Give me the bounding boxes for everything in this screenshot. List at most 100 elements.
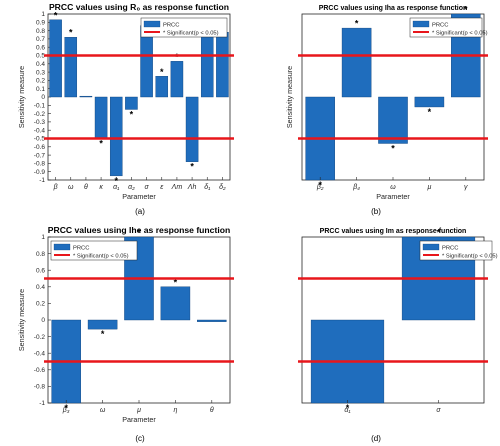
y-tick-label: -1 [39, 177, 45, 184]
significance-star: * [137, 228, 141, 238]
bar-3 [79, 95, 93, 98]
significance-star: * [64, 403, 68, 413]
y-tick-label: 0.7 [36, 36, 45, 43]
y-tick-label: 0.8 [36, 28, 45, 35]
legend-swatch-bar [143, 20, 161, 28]
x-tick-label: β [53, 184, 58, 191]
x-tick-label: α₂ [128, 184, 135, 191]
x-axis-label: Parameter [122, 192, 156, 201]
y-tick-label: -0.7 [34, 152, 46, 159]
bar-5 [197, 319, 227, 322]
y-tick-label: 0 [41, 94, 45, 101]
significance-star: * [428, 107, 432, 117]
significance-star: * [464, 5, 468, 15]
x-tick-label: β₂ [316, 184, 324, 191]
legend-swatch-bar [422, 243, 440, 251]
panel-label: (d) [371, 434, 381, 443]
legend-box [140, 17, 228, 38]
significance-star: * [101, 329, 105, 339]
x-tick-label: θ [210, 407, 214, 414]
significance-star: * [130, 109, 134, 119]
x-tick-label: σ [144, 184, 149, 191]
y-tick-label: 0.1 [36, 86, 45, 93]
y-tick-label: -0.1 [34, 103, 46, 110]
y-tick-label: -0.9 [34, 169, 46, 176]
y-axis-label: Sensitivity measure [285, 66, 294, 128]
y-tick-label: -0.4 [34, 127, 46, 134]
panel-label: (b) [371, 207, 381, 216]
significance-star: * [69, 28, 73, 38]
y-axis-label: Sensitivity measure [17, 289, 26, 351]
x-tick-label: η [173, 407, 177, 414]
y-tick-label: 0.4 [36, 61, 45, 68]
significance-star: * [160, 67, 164, 77]
y-axis-label: Sensitivity measure [17, 66, 26, 128]
x-tick-label: β₃ [62, 407, 70, 414]
significance-star: * [355, 19, 359, 29]
y-tick-label: -0.8 [34, 384, 46, 391]
y-tick-label: -0.6 [34, 367, 46, 374]
chart-title: PRCC values using R₀ as response functio… [49, 2, 229, 12]
chart-title: PRCC values using Ihe as response functi… [48, 225, 230, 235]
significance-star: * [391, 143, 395, 153]
x-tick-label: α₁ [113, 184, 120, 191]
bar-12 [216, 32, 229, 98]
significance-star: * [99, 139, 103, 149]
x-tick-label: ω [100, 407, 106, 414]
legend-label-prcc: PRCC [163, 23, 179, 29]
panel-label: (c) [135, 434, 145, 443]
legend-label-prcc: PRCC [442, 246, 458, 252]
x-tick-label: β₄ [352, 184, 360, 191]
legend-swatch-bar [412, 20, 430, 28]
significance-star: * [175, 52, 179, 62]
x-tick-label: Λh [187, 184, 197, 191]
x-tick-label: α₁ [344, 407, 351, 414]
significance-star: * [346, 403, 350, 413]
y-tick-label: 0.2 [36, 78, 45, 85]
bar-2 [64, 37, 78, 98]
significance-star: * [54, 10, 58, 20]
x-tick-label: Λm [171, 184, 183, 191]
y-tick-label: 0.6 [36, 44, 45, 51]
y-tick-label: 1 [41, 234, 45, 241]
bar-1 [49, 19, 62, 98]
legend-box [50, 240, 138, 261]
x-axis-label: Parameter [376, 192, 410, 201]
significance-star: * [437, 228, 441, 238]
bar-4 [160, 286, 191, 321]
legend: PRCC * Significant(p < 0.05) [140, 17, 228, 38]
bar-6 [125, 96, 138, 110]
y-tick-label: 0.3 [36, 69, 45, 76]
significance-star: * [190, 162, 194, 172]
x-tick-label: μ [426, 184, 431, 191]
y-tick-label: -0.3 [34, 119, 46, 126]
bar-4 [414, 96, 445, 108]
bar-3 [378, 96, 408, 144]
x-tick-label: γ [464, 184, 468, 191]
bar-2 [87, 319, 118, 330]
y-tick-label: 0.2 [36, 301, 45, 308]
bar-9 [170, 61, 184, 98]
chart-panel-1: -1-0.9-0.8-0.7-0.6-0.5-0.4-0.3-0.2-0.100… [17, 2, 234, 216]
x-tick-label: ε [160, 184, 164, 191]
significance-star: * [318, 180, 322, 190]
x-tick-label: ω [68, 184, 74, 191]
y-tick-label: 1 [41, 11, 45, 18]
y-tick-label: 0.4 [36, 284, 45, 291]
legend: PRCC * Significant(p < 0.05) [409, 17, 488, 38]
y-tick-label: 0.8 [36, 251, 45, 258]
bar-10 [185, 96, 199, 162]
y-tick-label: -0.6 [34, 144, 46, 151]
y-tick-label: -0.5 [34, 136, 46, 143]
bar-4 [94, 96, 108, 139]
legend: PRCC * Significant(p < 0.05) [50, 240, 138, 261]
bar-2 [341, 27, 372, 98]
x-axis-label: Parameter [122, 415, 156, 424]
y-tick-label: 0.5 [36, 53, 45, 60]
legend-label-prcc: PRCC [432, 23, 448, 29]
x-tick-label: δ₂ [219, 184, 226, 191]
x-tick-label: κ [99, 184, 103, 191]
bar-8 [155, 76, 169, 98]
y-tick-label: 0.9 [36, 20, 45, 27]
